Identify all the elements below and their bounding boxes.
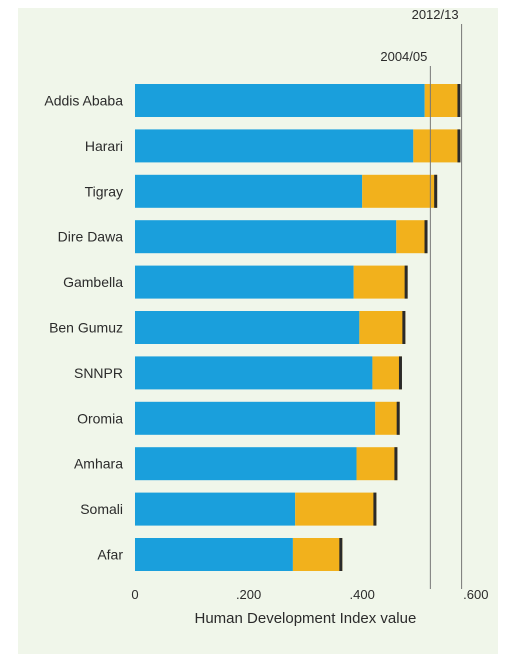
region-label-harari: Harari — [85, 138, 123, 154]
bar-somali-2012-13 — [295, 492, 377, 526]
bar-snnpr-2004-05 — [135, 356, 373, 390]
bar-end-marker-afar — [339, 538, 343, 571]
bar-afar-2012-13 — [292, 538, 343, 571]
region-label-amhara: Amhara — [74, 456, 123, 472]
bar-end-marker-snnpr — [398, 356, 402, 390]
reference-label-2004-05: 2004/05 — [380, 49, 427, 64]
bar-oromia-2004-05 — [135, 401, 376, 435]
reference-label-2012-13: 2012/13 — [412, 8, 459, 22]
bar-ben-gumuz-2004-05 — [135, 311, 360, 344]
region-label-dire-dawa: Dire Dawa — [58, 229, 124, 245]
bar-end-marker-ben-gumuz — [402, 311, 406, 344]
chart-panel: Addis Ababa Harari Tigray Dire Dawa Gambella… — [18, 8, 498, 654]
bar-gambella-2004-05 — [135, 265, 354, 299]
region-label-ben-gumuz: Ben Gumuz — [49, 320, 123, 336]
region-label-somali: Somali — [80, 501, 123, 517]
region-label-oromia: Oromia — [77, 410, 123, 426]
x-tick-label-200: .200 — [236, 587, 261, 602]
bars-group — [135, 84, 461, 571]
bar-afar-2004-05 — [135, 538, 293, 571]
bar-tigray-2012-13 — [362, 174, 438, 208]
x-tick-label-600: .600 — [463, 587, 488, 602]
x-tick-label-400: .400 — [350, 587, 375, 602]
region-label-gambella: Gambella — [63, 274, 123, 290]
bar-harari-2012-13 — [413, 129, 461, 163]
hdi-bar-chart: Addis Ababa Harari Tigray Dire Dawa Gambella… — [44, 8, 488, 627]
region-label-tigray: Tigray — [85, 183, 123, 199]
x-axis-group: 0 .200 .400 .600 — [131, 587, 488, 602]
bar-end-marker-gambella — [404, 265, 408, 299]
bar-harari-2004-05 — [135, 129, 414, 163]
x-axis-title: Human Development Index value — [195, 610, 417, 627]
bar-addis-ababa-2004-05 — [135, 84, 425, 117]
x-tick-label-0: 0 — [131, 587, 138, 602]
bar-ben-gumuz-2012-13 — [359, 311, 406, 344]
bar-end-marker-amhara — [394, 447, 398, 481]
bar-end-marker-somali — [373, 492, 377, 526]
bar-end-marker-tigray — [434, 174, 438, 208]
region-label-addis-ababa: Addis Ababa — [44, 93, 123, 109]
region-label-snnpr: SNNPR — [74, 365, 123, 381]
bar-snnpr-2012-13 — [372, 356, 402, 390]
region-labels-group: Addis Ababa Harari Tigray Dire Dawa Gambella… — [44, 93, 123, 563]
bar-end-marker-addis-ababa — [457, 84, 461, 117]
bar-end-marker-dire-dawa — [424, 220, 428, 254]
bar-amhara-2004-05 — [135, 447, 357, 481]
reference-lines-group: 2004/05 2012/13 — [380, 8, 463, 589]
bar-somali-2004-05 — [135, 492, 296, 526]
bar-gambella-2012-13 — [353, 265, 408, 299]
region-label-afar: Afar — [97, 547, 123, 563]
bar-end-marker-oromia — [396, 401, 400, 435]
bar-dire-dawa-2004-05 — [135, 220, 397, 254]
bar-dire-dawa-2012-13 — [396, 220, 428, 254]
bar-amhara-2012-13 — [356, 447, 398, 481]
bar-tigray-2004-05 — [135, 174, 363, 208]
bar-end-marker-harari — [457, 129, 461, 163]
bar-oromia-2012-13 — [375, 401, 400, 435]
